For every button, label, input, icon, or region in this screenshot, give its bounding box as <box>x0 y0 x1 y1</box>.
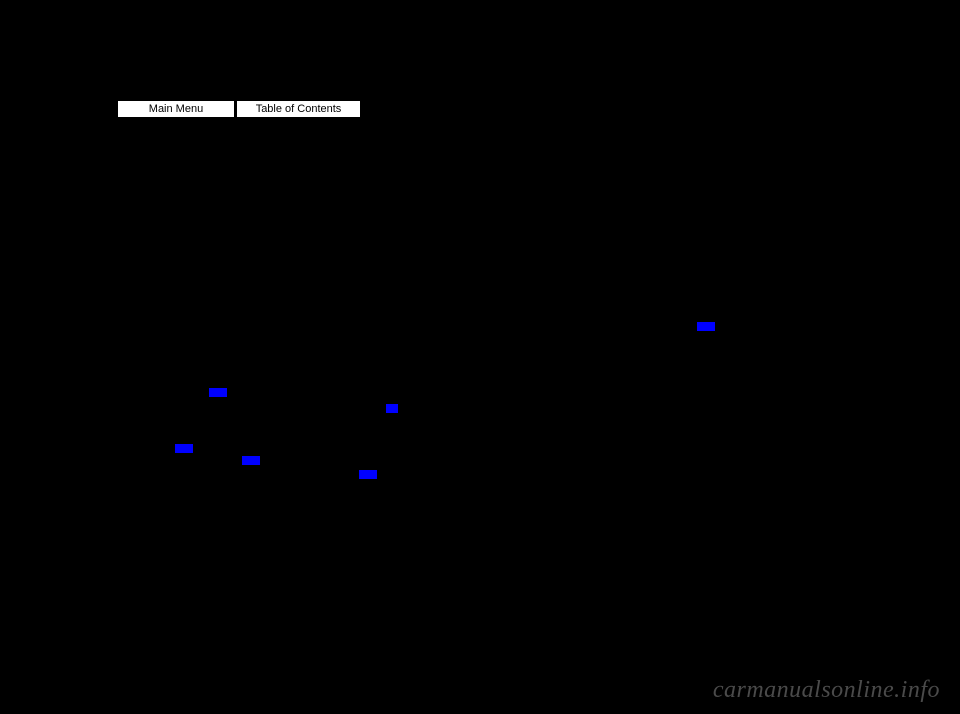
page-ref-link[interactable] <box>209 388 227 397</box>
main-menu-button[interactable]: Main Menu <box>117 100 235 118</box>
page-ref-link[interactable] <box>175 444 193 453</box>
page-ref-link[interactable] <box>386 404 398 413</box>
page-ref-link[interactable] <box>697 322 715 331</box>
watermark-text: carmanualsonline.info <box>713 677 940 704</box>
table-of-contents-button[interactable]: Table of Contents <box>236 100 361 118</box>
page-ref-link[interactable] <box>359 470 377 479</box>
page-ref-link[interactable] <box>242 456 260 465</box>
nav-button-group: Main Menu Table of Contents <box>117 100 361 118</box>
